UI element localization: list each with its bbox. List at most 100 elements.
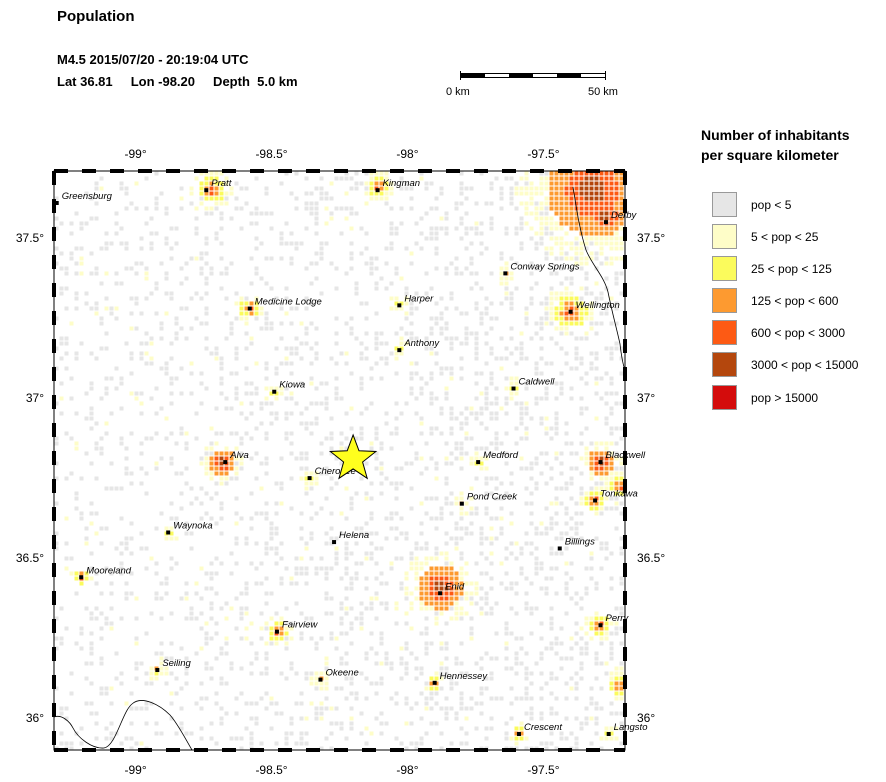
city-label: Harper xyxy=(404,293,434,304)
density-cell xyxy=(309,281,314,286)
density-cell xyxy=(229,331,234,336)
density-cell xyxy=(219,476,224,481)
density-cell xyxy=(589,501,594,506)
density-cell xyxy=(499,276,504,281)
density-cell xyxy=(559,251,564,256)
density-cell xyxy=(549,516,554,521)
density-cell xyxy=(94,711,99,716)
density-cell xyxy=(324,681,329,686)
density-cell xyxy=(574,176,579,181)
density-cell xyxy=(599,241,604,246)
density-cell xyxy=(84,191,89,196)
density-cell xyxy=(219,431,224,436)
density-cell xyxy=(444,656,449,661)
frame-dash xyxy=(52,619,56,633)
density-cell xyxy=(459,451,464,456)
density-cell xyxy=(479,251,484,256)
density-cell xyxy=(429,376,434,381)
density-cell xyxy=(89,641,94,646)
density-cell xyxy=(119,406,124,411)
density-cell xyxy=(484,406,489,411)
density-cell xyxy=(374,616,379,621)
density-cell xyxy=(369,401,374,406)
density-cell xyxy=(514,181,519,186)
density-cell xyxy=(604,476,609,481)
density-cell xyxy=(449,591,454,596)
density-cell xyxy=(559,216,564,221)
density-cell xyxy=(564,251,569,256)
density-cell xyxy=(284,646,289,651)
density-cell xyxy=(574,246,579,251)
density-cell xyxy=(409,361,414,366)
density-cell xyxy=(344,411,349,416)
density-cell xyxy=(539,371,544,376)
density-cell xyxy=(269,591,274,596)
density-cell xyxy=(489,671,494,676)
density-cell xyxy=(209,736,214,741)
density-cell xyxy=(124,191,129,196)
density-cell xyxy=(589,216,594,221)
legend-title-line1: Number of inhabitants xyxy=(701,127,850,143)
density-cell xyxy=(104,566,109,571)
density-cell xyxy=(319,686,324,691)
density-cell xyxy=(344,216,349,221)
density-cell xyxy=(579,176,584,181)
density-cell xyxy=(89,511,94,516)
density-cell xyxy=(519,696,524,701)
density-cell xyxy=(409,376,414,381)
density-cell xyxy=(409,251,414,256)
density-cell xyxy=(599,626,604,631)
density-cell xyxy=(549,641,554,646)
density-cell xyxy=(174,336,179,341)
density-cell xyxy=(619,291,624,296)
density-cell xyxy=(84,541,89,546)
density-cell xyxy=(594,231,599,236)
density-cell xyxy=(489,676,494,681)
density-cell xyxy=(159,616,164,621)
density-cell xyxy=(324,401,329,406)
density-cell xyxy=(509,686,514,691)
city-marker xyxy=(204,188,209,193)
density-cell xyxy=(504,356,509,361)
density-cell xyxy=(219,451,224,456)
density-cell xyxy=(544,396,549,401)
density-cell xyxy=(199,256,204,261)
density-cell xyxy=(89,251,94,256)
density-cell xyxy=(539,321,544,326)
density-cell xyxy=(599,321,604,326)
density-cell xyxy=(364,676,369,681)
density-cell xyxy=(604,626,609,631)
density-cell xyxy=(344,516,349,521)
density-cell xyxy=(399,516,404,521)
density-cell xyxy=(144,341,149,346)
density-cell xyxy=(484,386,489,391)
density-cell xyxy=(214,191,219,196)
density-cell xyxy=(254,451,259,456)
city-label: Langsto xyxy=(614,722,648,733)
density-cell xyxy=(404,291,409,296)
density-cell xyxy=(199,271,204,276)
density-cell xyxy=(489,401,494,406)
density-cell xyxy=(544,216,549,221)
density-cell xyxy=(349,726,354,731)
density-cell xyxy=(594,731,599,736)
density-cell xyxy=(489,476,494,481)
density-cell xyxy=(484,306,489,311)
density-cell xyxy=(269,726,274,731)
density-cell xyxy=(149,396,154,401)
density-cell xyxy=(174,691,179,696)
density-cell xyxy=(444,601,449,606)
density-cell xyxy=(614,201,619,206)
density-cell xyxy=(524,711,529,716)
density-cell xyxy=(599,456,604,461)
density-cell xyxy=(189,191,194,196)
density-cell xyxy=(499,271,504,276)
density-cell xyxy=(64,341,69,346)
density-cell xyxy=(449,571,454,576)
density-cell xyxy=(609,171,614,176)
density-cell xyxy=(299,611,304,616)
density-cell xyxy=(69,221,74,226)
density-cell xyxy=(429,231,434,236)
density-cell xyxy=(579,306,584,311)
